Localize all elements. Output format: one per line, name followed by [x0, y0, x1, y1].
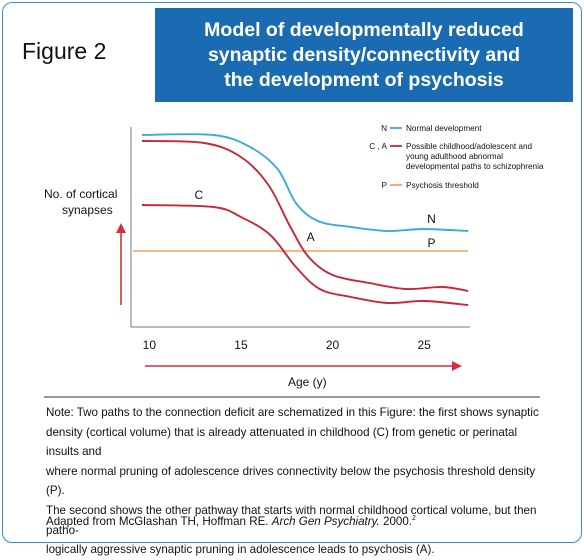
citation-year: 2000. [379, 515, 413, 528]
y-axis-label-line-2: synapses [62, 203, 113, 217]
figure-title-banner: Model of developmentally reduced synapti… [155, 8, 573, 102]
x-tick-label: 20 [326, 338, 340, 352]
legend-key: C , A [369, 142, 387, 151]
legend-key: N [381, 124, 387, 133]
note-line-2: density (cortical volume) that is alread… [46, 425, 518, 459]
chart-svg: N Normal development C , A Possible childho… [44, 124, 544, 398]
note-line-3: where normal pruning of adolescence driv… [46, 464, 536, 498]
annotation-a: A [307, 230, 315, 244]
figure-label: Figure 2 [22, 38, 107, 64]
title-line-1: Model of developmentally reduced [204, 18, 524, 41]
note-line-5: logically aggressive synaptic pruning in… [46, 543, 435, 557]
series-line-n [141, 133, 469, 232]
note-line-4: The second shows the other pathway that … [46, 503, 537, 537]
legend-key: P [382, 181, 388, 190]
x-tick-label: 25 [418, 338, 432, 352]
legend-label: developmental paths to schizophrenia [406, 162, 544, 171]
legend-label: Possible childhood/adolescent and [406, 142, 533, 151]
series-line-a [141, 140, 469, 292]
figure-note: Note: Two paths to the connection defici… [46, 403, 551, 560]
y-axis-label-line-1: No. of cortical [44, 187, 117, 201]
legend-label: young adulthood abnormal [406, 152, 503, 161]
title-line-2: synaptic density/connectivity and [207, 43, 521, 66]
citation-journal: Arch Gen Psychiatry. [271, 515, 380, 528]
x-tick-label: 10 [143, 338, 157, 352]
citation-ref: 2 [412, 515, 416, 523]
annotation-n: N [427, 212, 436, 226]
legend-label: Psychosis threshold [406, 181, 479, 190]
citation: Adapted from McGlashan TH, Hoffman RE. A… [46, 515, 416, 528]
annotation-c: C [194, 188, 203, 202]
legend-label: Normal development [406, 124, 482, 133]
annotation-p: P [428, 236, 436, 250]
x-axis-label: Age (y) [288, 375, 327, 389]
series-line-c [141, 204, 469, 306]
title-line-3: the development of psychosis [224, 68, 504, 91]
citation-prefix: Adapted from McGlashan TH, Hoffman RE. [46, 515, 272, 528]
x-tick-label: 15 [234, 338, 248, 352]
note-line-1: Note: Two paths to the connection defici… [46, 406, 539, 419]
